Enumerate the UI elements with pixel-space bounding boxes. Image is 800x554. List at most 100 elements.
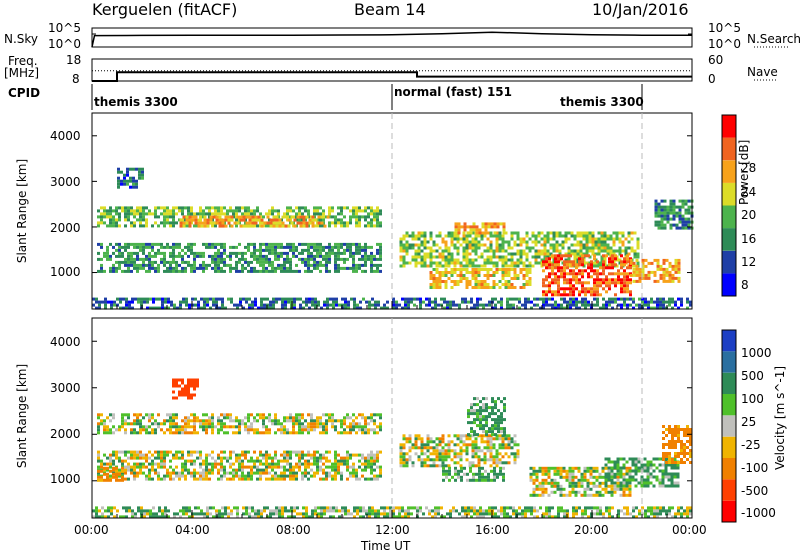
- velocity-panel-cell: [187, 381, 190, 385]
- power-panel-cell: [376, 218, 379, 222]
- power-panel-cell: [548, 281, 551, 285]
- power-panel-cell: [500, 306, 503, 310]
- power-panel-cell: [179, 221, 183, 225]
- velocity-panel-cell: [187, 396, 190, 400]
- velocity-panel-cell: [181, 428, 184, 432]
- velocity-panel-cell: [133, 428, 136, 432]
- power-panel-cell: [519, 258, 523, 262]
- power-panel-cell: [555, 240, 559, 244]
- power-panel-cell: [173, 303, 176, 307]
- power-panel-cell: [585, 234, 589, 238]
- power-panel-cell: [576, 255, 580, 259]
- power-panel-cell: [567, 246, 571, 250]
- velocity-panel-cell: [622, 478, 626, 482]
- velocity-panel-cell: [553, 472, 557, 476]
- power-panel-cell: [163, 215, 166, 219]
- power-panel-cell: [117, 167, 120, 171]
- velocity-panel-cell: [265, 425, 268, 429]
- power-panel-cell: [472, 225, 476, 229]
- velocity-panel-cell: [586, 469, 590, 473]
- power-panel-cell: [157, 251, 160, 255]
- power-panel-cell: [641, 261, 645, 265]
- power-panel-cell: [546, 234, 550, 238]
- power-panel-cell: [145, 242, 148, 246]
- velocity-panel-cell: [283, 431, 286, 435]
- power-panel-cell: [187, 245, 190, 249]
- power-panel-cell: [564, 231, 568, 235]
- power-panel-cell: [340, 251, 343, 255]
- power-panel-cell: [373, 212, 376, 216]
- power-panel-cell: [465, 264, 469, 268]
- power-panel-cell: [633, 252, 637, 256]
- velocity-panel-cell: [676, 463, 680, 467]
- velocity-panel-cell: [196, 431, 199, 435]
- power-panel-cell: [175, 269, 178, 273]
- power-panel-cell: [320, 215, 324, 219]
- velocity-panel-cell: [247, 477, 250, 481]
- velocity-panel-cell: [470, 430, 473, 434]
- velocity-panel-cell: [220, 462, 223, 466]
- power-panel-cell: [554, 257, 557, 261]
- power-panel-cell: [542, 303, 545, 307]
- power-panel-cell: [316, 251, 319, 255]
- power-panel-cell: [584, 300, 587, 304]
- power-panel-cell: [209, 297, 212, 301]
- power-panel-cell: [325, 266, 328, 270]
- power-panel-cell: [287, 218, 291, 222]
- velocity-panel-cell: [325, 413, 328, 417]
- velocity-panel-cell: [405, 440, 409, 444]
- power-panel-cell: [367, 206, 370, 210]
- power-panel-cell: [97, 269, 100, 273]
- velocity-panel-cell: [151, 416, 154, 420]
- velocity-panel-cell: [325, 425, 328, 429]
- velocity-panel-cell: [355, 474, 358, 478]
- power-panel-cell: [630, 231, 634, 235]
- power-panel-cell: [423, 255, 427, 259]
- power-panel-cell: [106, 248, 109, 252]
- power-panel-cell: [543, 255, 547, 259]
- velocity-panel-cell: [130, 431, 133, 435]
- power-panel-cell: [298, 269, 301, 273]
- velocity-panel-cell: [268, 431, 271, 435]
- power-panel-cell: [663, 223, 667, 227]
- power-panel-cell: [608, 281, 611, 285]
- power-panel-cell: [319, 248, 322, 252]
- power-panel-cell: [262, 254, 265, 258]
- power-panel-cell: [438, 231, 442, 235]
- power-panel-cell: [635, 270, 639, 274]
- velocity-panel-cell: [280, 453, 283, 457]
- power-panel-cell: [599, 281, 602, 285]
- power-panel-cell: [199, 212, 202, 216]
- power-panel-cell: [208, 245, 211, 249]
- power-panel-cell: [172, 251, 175, 255]
- power-panel-cell: [579, 252, 583, 256]
- velocity-panel-cell: [501, 461, 505, 465]
- power-panel-cell: [175, 206, 178, 210]
- power-panel-cell: [402, 258, 406, 262]
- velocity-panel-cell: [456, 434, 460, 438]
- velocity-panel-cell: [241, 419, 244, 423]
- velocity-panel-cell: [124, 468, 127, 472]
- power-panel-cell: [364, 224, 367, 228]
- velocity-panel-cell: [477, 455, 481, 459]
- power-panel-cell: [232, 266, 235, 270]
- power-panel-cell: [268, 257, 271, 261]
- power-panel-cell: [461, 297, 464, 301]
- power-panel-cell: [197, 303, 200, 307]
- power-panel-cell: [229, 266, 232, 270]
- velocity-panel-cell: [106, 416, 109, 420]
- velocity-panel-cell: [223, 465, 226, 469]
- power-panel-cell: [644, 264, 648, 268]
- power-panel-cell: [206, 218, 210, 222]
- power-panel-cell: [197, 306, 200, 310]
- power-panel-cell: [370, 263, 373, 267]
- velocity-panel-cell: [100, 413, 103, 417]
- power-panel-cell: [579, 249, 583, 253]
- velocity-panel-cell: [646, 469, 650, 473]
- power-panel-cell: [116, 297, 119, 301]
- power-panel-cell: [278, 221, 282, 225]
- power-panel-cell: [513, 261, 517, 265]
- velocity-panel-cell: [643, 478, 647, 482]
- velocity-panel-cell: [491, 400, 494, 404]
- velocity-panel-cell: [316, 471, 319, 475]
